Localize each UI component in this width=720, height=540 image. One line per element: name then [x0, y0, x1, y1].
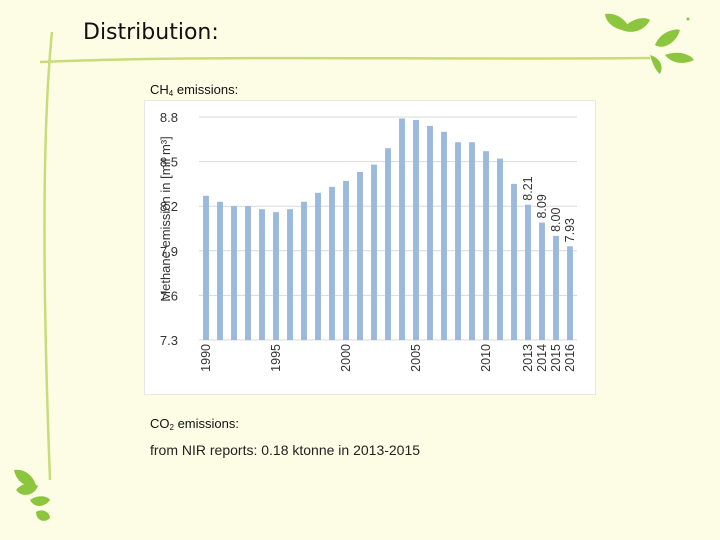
ch4-suffix: emissions:: [173, 82, 239, 97]
bar-1993: [245, 206, 251, 340]
bar-2004: [399, 118, 405, 340]
x-tick-label: 1995: [269, 344, 283, 372]
x-tick-label: 2016: [563, 344, 577, 372]
x-tick-label: 2010: [479, 344, 493, 372]
bar-2011: [497, 158, 503, 340]
y-axis-label: Methane emission in [mil m³]: [158, 136, 173, 301]
methane-bar-chart: 7.3 7.6 7.9 8.2 8.5 8.8 1990 1995 2000 2005 2010 20…: [158, 110, 577, 372]
x-tick-label: 2005: [409, 344, 423, 372]
bar-2003: [385, 148, 391, 340]
bar-2008: [455, 142, 461, 340]
bar-1996: [287, 209, 293, 340]
bar-2001: [357, 172, 363, 340]
data-label: 8.00: [549, 208, 563, 232]
left-swoosh-line: [43, 31, 54, 481]
bar-2000: [343, 180, 349, 340]
title-swoosh-line: [39, 56, 651, 64]
x-tick-label: 2013: [521, 344, 535, 372]
bar-1994: [259, 209, 265, 340]
ch4-heading: CH4 emissions:: [150, 82, 238, 98]
bar-2016: [567, 246, 573, 340]
chart-frame: 7.3 7.6 7.9 8.2 8.5 8.8 1990 1995 2000 2005 2010 20…: [144, 100, 596, 395]
y-tick-label: 8.2: [160, 199, 178, 214]
co2-subscript: 2: [169, 423, 174, 432]
x-tick-label: 2014: [535, 344, 549, 372]
bar-2010: [483, 151, 489, 340]
bar-1995: [273, 212, 279, 340]
bar-1990: [203, 195, 209, 340]
y-tick-label: 7.9: [160, 244, 178, 259]
x-tick-label: 2015: [549, 344, 563, 372]
slide-title: Distribution:: [83, 20, 219, 45]
co2-heading: CO2 emissions:: [150, 416, 239, 432]
data-label: 7.93: [563, 218, 577, 242]
bar-2013: [525, 204, 531, 340]
bar-2014: [539, 222, 545, 340]
bar-2005: [413, 119, 419, 341]
leaf-icon-bottom: [14, 469, 50, 521]
label-layer: 7.3 7.6 7.9 8.2 8.5 8.8 1990 1995 2000 2005 2010 20…: [160, 110, 577, 372]
bar-2002: [371, 164, 377, 340]
bar-2012: [511, 183, 517, 340]
bar-2015: [553, 235, 559, 340]
x-tick-label: 2000: [339, 344, 353, 372]
data-label: 8.09: [535, 194, 549, 218]
ch4-subscript: 4: [168, 89, 174, 98]
co2-label: CO: [150, 416, 170, 431]
bar-layer: [203, 118, 573, 341]
bar-1997: [301, 201, 307, 340]
ch4-label: CH: [150, 82, 169, 97]
y-tick-label: 7.6: [160, 288, 178, 303]
bar-1992: [231, 206, 237, 340]
y-tick-label: 7.3: [160, 333, 178, 348]
bar-2009: [469, 142, 475, 340]
y-tick-label: 8.8: [160, 110, 178, 125]
y-tick-label: 8.5: [160, 155, 178, 170]
co2-suffix: emissions:: [173, 416, 239, 431]
nir-report-text: from NIR reports: 0.18 ktonne in 2013-20…: [150, 442, 421, 458]
bar-1999: [329, 186, 335, 340]
leaf-icon: [605, 13, 694, 74]
x-tick-label: 1990: [199, 344, 213, 372]
bar-1991: [217, 201, 223, 340]
bar-2007: [441, 131, 447, 340]
bar-1998: [315, 192, 321, 340]
bar-2006: [427, 125, 433, 340]
data-label: 8.21: [521, 176, 535, 200]
